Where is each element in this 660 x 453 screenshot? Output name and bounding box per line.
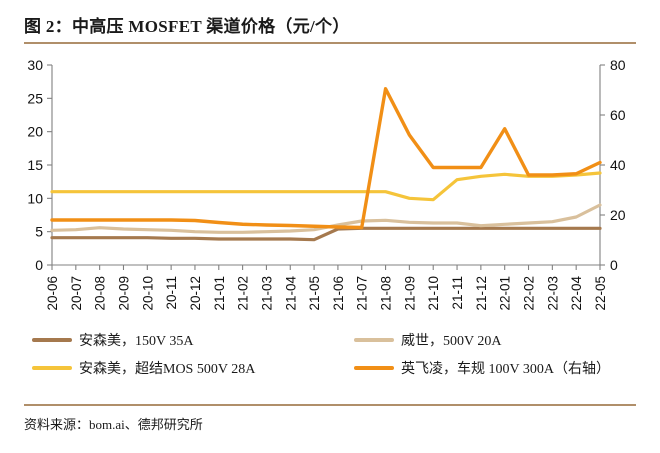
y-axis-left-tick: 0	[35, 257, 43, 273]
y-axis-right-tick: 60	[610, 107, 626, 123]
x-axis-tick: 20-08	[93, 276, 108, 311]
y-axis-left-tick: 5	[35, 224, 43, 240]
legend-label-2: 安森美，超结MOS 500V 28A	[79, 362, 256, 377]
line-chart-svg: 0 5 10 15 20 25 30 0 20 40 60 80 20-06 20-07 20-08 20-0…	[27, 57, 626, 311]
x-axis-tick: 22-05	[593, 276, 608, 311]
x-axis-tick: 21-06	[331, 276, 346, 311]
x-axis-tick: 21-02	[236, 276, 251, 311]
page-title: 图 2：中高压 MOSFET 渠道价格（元/个）	[24, 17, 350, 36]
legend-item-1[interactable]: 威世，500V 20A	[354, 330, 501, 350]
x-axis-tick: 20-10	[140, 276, 155, 311]
legend-label-1: 威世，500V 20A	[401, 334, 502, 349]
y-axis-right-tick: 20	[610, 207, 626, 223]
legend-label-3: 英飞凌，车规 100V 300A（右轴）	[401, 362, 610, 377]
x-axis-tick: 21-11	[450, 276, 465, 310]
chart-legend: 安森美，150V 35A 威世，500V 20A 安森美，超结MOS 500V …	[24, 330, 636, 394]
x-axis-tick: 20-07	[69, 276, 84, 311]
y-axis-right-tick: 80	[610, 57, 626, 73]
y-axis-left-tick: 20	[27, 124, 43, 140]
y-axis-left-tick: 15	[27, 157, 43, 173]
x-axis-tick: 20-11	[164, 276, 179, 310]
chart-plot-area: 0 5 10 15 20 25 30 0 20 40 60 80 20-06 20-07 20-08 20-0…	[0, 52, 660, 342]
series-line-2	[50, 171, 602, 202]
x-axis-tick: 20-06	[45, 276, 60, 311]
x-axis-tick: 21-04	[283, 276, 298, 311]
x-axis-tick: 21-12	[474, 276, 489, 311]
source-note: 资料来源：bom.ai、德邦研究所	[24, 417, 203, 432]
x-axis-tick: 22-01	[498, 276, 513, 311]
x-axis-tick: 21-08	[379, 276, 394, 311]
source-divider	[24, 404, 636, 406]
legend-label-0: 安森美，150V 35A	[79, 334, 194, 349]
x-axis-tick: 21-10	[426, 276, 441, 311]
legend-swatch-0	[32, 338, 72, 342]
legend-swatch-3	[354, 366, 394, 370]
x-axis-tick: 20-09	[116, 276, 131, 311]
x-axis-tick: 21-07	[355, 276, 370, 311]
x-axis-tick: 21-01	[212, 276, 227, 311]
legend-item-0[interactable]: 安森美，150V 35A	[32, 330, 193, 350]
legend-item-3[interactable]: 英飞凌，车规 100V 300A（右轴）	[354, 358, 610, 378]
series-line-0	[50, 226, 602, 242]
x-axis-tick: 21-03	[259, 276, 274, 311]
legend-swatch-1	[354, 338, 394, 342]
x-axis-tick: 21-05	[307, 276, 322, 311]
y-axis-left-tick: 25	[27, 90, 43, 106]
x-axis-tick: 21-09	[402, 276, 417, 311]
y-axis-left-tick: 10	[27, 190, 43, 206]
x-axis-tick: 20-12	[188, 276, 203, 311]
series-line-3	[50, 87, 602, 230]
title-divider	[24, 42, 636, 44]
y-axis-left-tick: 30	[27, 57, 43, 73]
x-axis-tick: 22-04	[569, 276, 584, 311]
legend-swatch-2	[32, 366, 72, 370]
x-axis-tick: 22-02	[522, 276, 537, 311]
legend-item-2[interactable]: 安森美，超结MOS 500V 28A	[32, 358, 255, 378]
x-axis-tick: 22-03	[545, 276, 560, 311]
y-axis-right-tick: 40	[610, 157, 626, 173]
y-axis-right-tick: 0	[610, 257, 618, 273]
